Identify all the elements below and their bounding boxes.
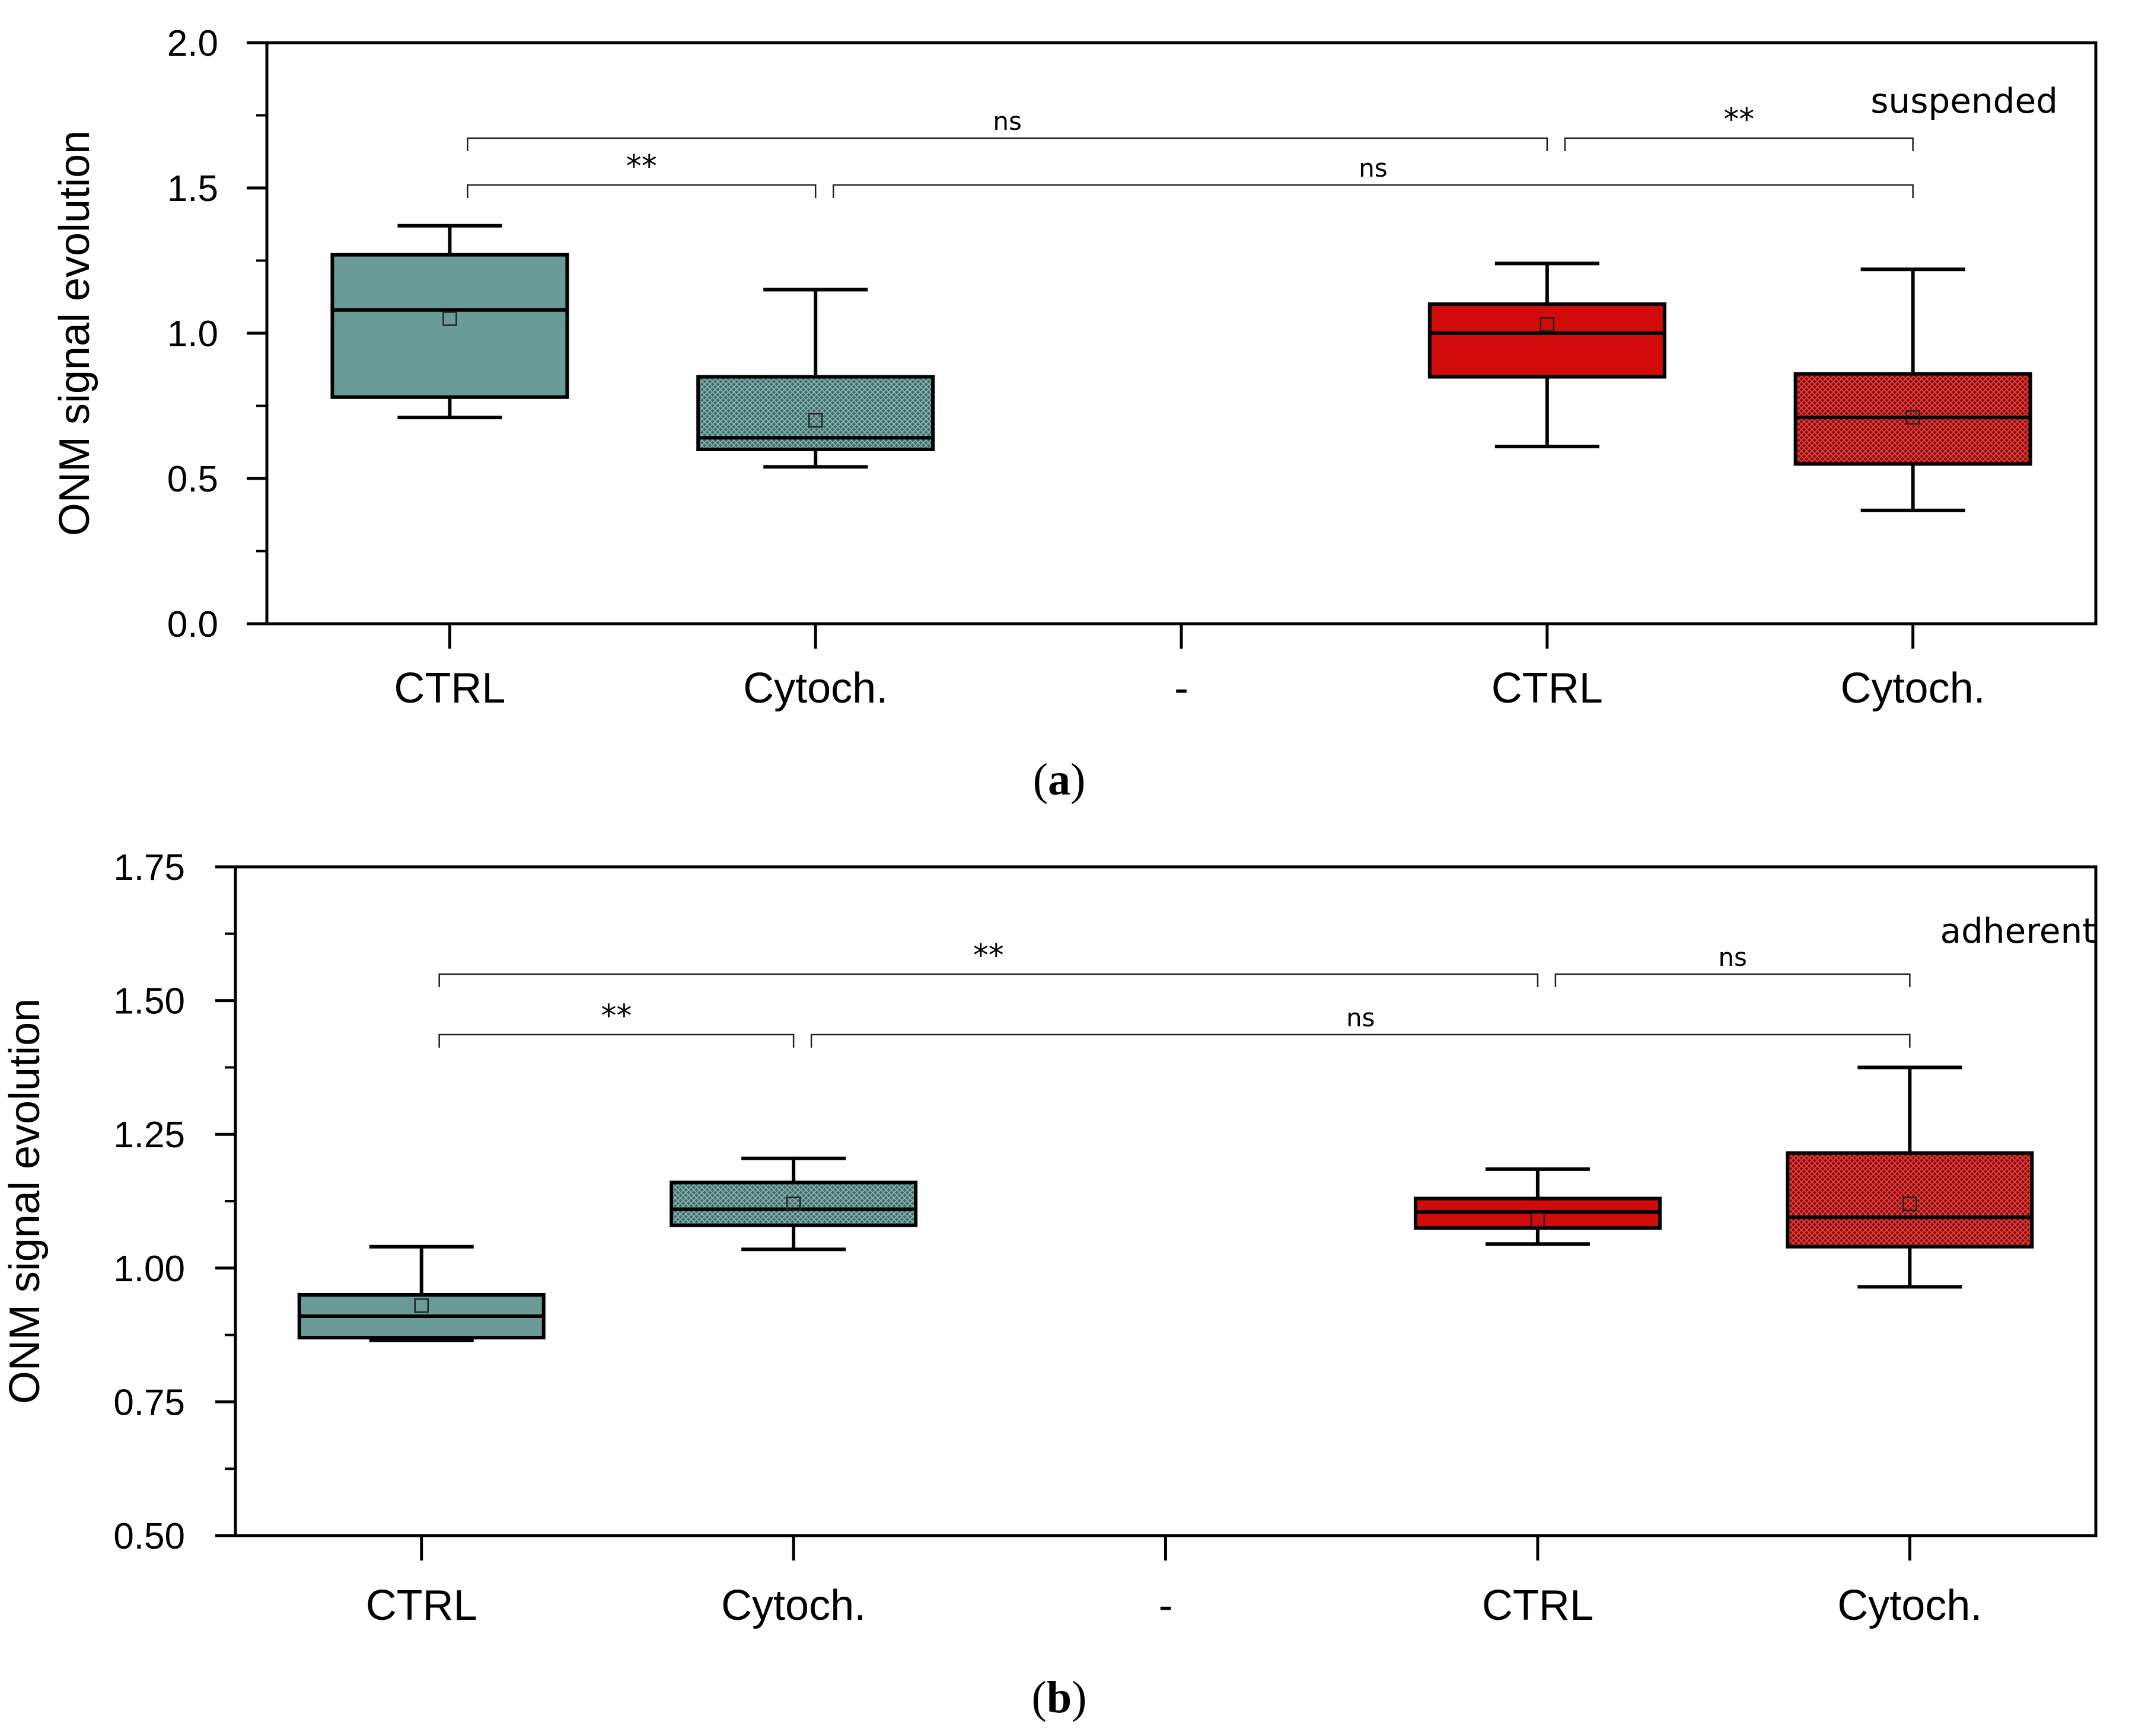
- significance-bracket: ns: [832, 154, 1914, 198]
- bracket-line: [438, 973, 1539, 987]
- box-mean-marker: [1530, 1212, 1545, 1227]
- bracket-line: [1554, 973, 1911, 987]
- box-group: [297, 1244, 546, 1342]
- x-category-label: CTRL: [394, 665, 505, 712]
- y-tick-label: 1.00: [113, 1249, 185, 1290]
- panel-label-b: (b): [1031, 1673, 1087, 1722]
- y-tick-label: 1.75: [113, 847, 185, 888]
- x-category-label: CTRL: [366, 1582, 477, 1629]
- significance-label: **: [973, 938, 1004, 974]
- y-axis-label: ONM signal evolution: [1, 998, 49, 1404]
- bracket-line: [1564, 137, 1914, 151]
- panel-label-a: (a): [1032, 755, 1086, 805]
- chart-suspended: 0.0 0.5 1.0 1.5 2.0 ONM signal evolution CTRL C…: [51, 23, 2098, 712]
- bracket-line: [810, 1033, 1911, 1048]
- y-tick-label: 1.0: [167, 314, 218, 355]
- x-category-label: -: [1159, 1582, 1173, 1629]
- bracket-line: [467, 184, 817, 198]
- bracket-line: [467, 137, 1548, 151]
- significance-bracket: **: [467, 149, 817, 198]
- box-mean-marker: [786, 1196, 801, 1211]
- significance-label: **: [1723, 102, 1754, 138]
- x-category-label: Cytoch.: [721, 1582, 866, 1629]
- box-mean-marker: [1902, 1196, 1917, 1211]
- significance-bracket: **: [438, 938, 1539, 987]
- y-tick-label: 0.50: [113, 1516, 185, 1557]
- box-iqr: [670, 1180, 918, 1227]
- box-mean-marker: [1905, 410, 1920, 425]
- box-mean-marker: [442, 311, 457, 326]
- y-tick-label: 2.0: [167, 23, 218, 64]
- box-iqr: [1427, 302, 1666, 379]
- significance-bracket: ns: [467, 107, 1548, 151]
- significance-label: ns: [1346, 1003, 1375, 1032]
- significance-label: ns: [1718, 943, 1747, 972]
- box-group: [696, 288, 935, 469]
- box-group: [1793, 267, 2032, 512]
- significance-label: **: [601, 998, 632, 1034]
- significance-label: ns: [993, 107, 1022, 136]
- x-category-label: Cytoch.: [1841, 665, 1986, 712]
- box-mean-marker: [1540, 317, 1555, 332]
- y-tick-label: 1.25: [113, 1115, 185, 1156]
- condition-annotation: adherent: [1940, 911, 2096, 951]
- box-group: [670, 1156, 918, 1252]
- significance-bracket: **: [438, 998, 795, 1048]
- box-group: [1427, 261, 1666, 449]
- x-category-label: Cytoch.: [1837, 1582, 1982, 1629]
- x-category-label: CTRL: [1482, 1582, 1594, 1629]
- box-mean-marker: [808, 413, 823, 428]
- box-group: [1786, 1065, 2034, 1289]
- significance-bracket: ns: [1554, 943, 1911, 987]
- y-axis-label: ONM signal evolution: [51, 130, 98, 536]
- box-iqr: [1786, 1151, 2034, 1249]
- y-tick-label: 1.50: [113, 981, 185, 1022]
- significance-bracket: **: [1564, 102, 1914, 151]
- y-tick-label: 0.5: [167, 459, 218, 500]
- significance-label: ns: [1359, 154, 1388, 183]
- x-category-label: Cytoch.: [743, 665, 888, 712]
- y-tick-label: 0.0: [167, 604, 218, 645]
- x-category-label: CTRL: [1492, 665, 1603, 712]
- chart-adherent: 0.50 0.75 1.00 1.25 1.50 1.75 ONM signal evolu…: [1, 847, 2098, 1629]
- bracket-line: [438, 1033, 795, 1048]
- significance-label: **: [626, 149, 657, 184]
- x-category-label: -: [1174, 665, 1188, 712]
- box-group: [330, 224, 569, 420]
- box-group: [1413, 1167, 1662, 1246]
- condition-annotation: suspended: [1870, 81, 2058, 121]
- significance-bracket: ns: [810, 1003, 1911, 1048]
- box-mean-marker: [414, 1298, 429, 1313]
- y-tick-label: 1.5: [167, 168, 218, 209]
- y-tick-label: 0.75: [113, 1382, 185, 1423]
- bracket-line: [832, 184, 1914, 198]
